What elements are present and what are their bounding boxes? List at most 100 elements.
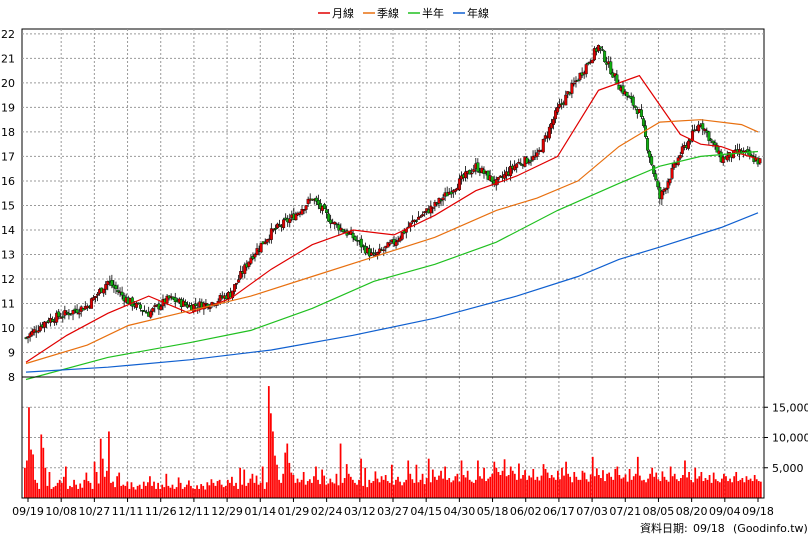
volume-bar [606, 473, 608, 498]
candle-body [102, 288, 106, 294]
volume-bar [682, 475, 684, 498]
price-y-tick: 8 [8, 371, 15, 384]
volume-panel: 5,000 10,000 15,000 [21, 376, 808, 499]
candle-body [758, 158, 762, 164]
volume-bar [567, 473, 569, 498]
x-tick-label: 07/21 [609, 505, 641, 518]
x-tick-label: 08/20 [676, 505, 708, 518]
price-y-tick: 12 [1, 273, 15, 286]
candle-body [26, 336, 30, 339]
volume-bar [735, 471, 738, 498]
volume-bar [403, 482, 405, 498]
volume-bar [214, 485, 217, 498]
volume-bar [673, 473, 676, 498]
volume-bar [132, 487, 135, 498]
x-tick-label: 01/29 [278, 505, 310, 518]
volume-bar [712, 472, 715, 498]
volume-bar [507, 475, 510, 498]
candle-body [556, 107, 560, 113]
price-y-tick: 15 [1, 199, 15, 212]
volume-bar [286, 443, 289, 498]
volume-bar [618, 475, 621, 498]
candle-body [590, 59, 594, 64]
volume-bar [653, 476, 656, 498]
volume-bar [267, 386, 270, 498]
x-tick-label: 06/02 [510, 505, 542, 518]
volume-bar [649, 473, 651, 498]
candle-body [470, 172, 474, 175]
candle-body [648, 150, 652, 158]
volume-bar [647, 478, 649, 498]
volume-bar [194, 488, 196, 498]
candle-body [435, 203, 439, 205]
candle-body [496, 177, 500, 180]
volume-bar [46, 485, 49, 498]
volume-bar [436, 479, 438, 498]
volume-bar [645, 482, 647, 498]
volume-bar [339, 443, 342, 498]
moving-average-lines [25, 74, 759, 381]
volume-y-tick: 10,000 [772, 432, 808, 445]
volume-bar [24, 467, 26, 498]
candle-body [247, 261, 251, 267]
volume-bar [42, 447, 45, 498]
candle-body [251, 255, 255, 259]
volume-bar [347, 473, 350, 498]
x-tick-label: 09/04 [709, 505, 741, 518]
volume-bar [702, 481, 705, 498]
legend-label-1: 季線 [377, 6, 399, 20]
volume-bar [198, 488, 200, 498]
candle-body [151, 308, 155, 312]
volume-bar [175, 487, 178, 498]
candle-body [408, 222, 412, 227]
candle-body [664, 188, 668, 191]
candles [24, 44, 762, 344]
x-tick-label: 10/27 [79, 505, 111, 518]
volume-bar [126, 481, 129, 498]
price-y-axis: 8 9 10 11 12 13 14 15 16 17 18 19 20 21 22 [1, 28, 15, 384]
volume-bar [147, 482, 149, 498]
price-grid [22, 29, 764, 377]
volume-bar [421, 473, 424, 498]
candle-body [572, 82, 576, 85]
candle-body [662, 189, 666, 192]
candle-body [275, 223, 279, 229]
candle-body [204, 302, 208, 305]
candle-body [38, 326, 42, 331]
candle-body [59, 317, 63, 319]
volume-bar [331, 482, 334, 498]
volume-bar [91, 488, 94, 498]
volume-bar [26, 460, 28, 498]
volume-bar [628, 468, 631, 498]
candle-body [91, 297, 95, 301]
volume-bar [259, 482, 262, 498]
candle-body [351, 233, 355, 239]
footer: 資料日期: 09/18 (Goodinfo.tw) [640, 521, 808, 535]
volume-bar [399, 481, 401, 498]
candle-body [314, 197, 318, 202]
volume-bar [263, 488, 266, 498]
volume-bar [140, 488, 143, 498]
price-y-tick: 22 [1, 28, 15, 41]
price-y-tick: 10 [1, 322, 15, 335]
volume-bar [585, 479, 588, 498]
candle-body [165, 295, 169, 304]
volume-bar [639, 475, 641, 498]
x-tick-label: 01/14 [244, 505, 276, 518]
volume-bar [622, 477, 625, 498]
candle-body [300, 209, 304, 215]
volume-bar [737, 481, 740, 498]
volume-bar [759, 481, 762, 498]
volume-bar [700, 471, 703, 498]
volume-bar [708, 475, 711, 498]
volume-bar [593, 476, 596, 498]
volume-bar [714, 479, 717, 498]
candle-body [136, 302, 140, 305]
candle-body [96, 293, 100, 296]
candle-body [134, 302, 138, 308]
candle-body [263, 241, 267, 244]
volume-bar [335, 473, 338, 498]
candle-body [71, 310, 75, 315]
volume-bar [239, 467, 241, 498]
